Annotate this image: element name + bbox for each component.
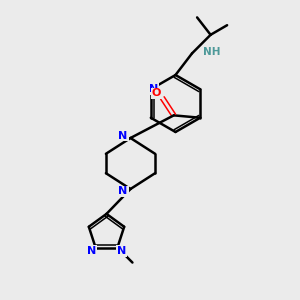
Text: N: N	[148, 84, 158, 94]
Text: O: O	[152, 88, 161, 98]
Text: N: N	[117, 246, 127, 256]
Text: N: N	[118, 130, 127, 141]
Text: NH: NH	[203, 46, 221, 57]
Text: N: N	[118, 186, 127, 197]
Text: N: N	[87, 246, 97, 256]
